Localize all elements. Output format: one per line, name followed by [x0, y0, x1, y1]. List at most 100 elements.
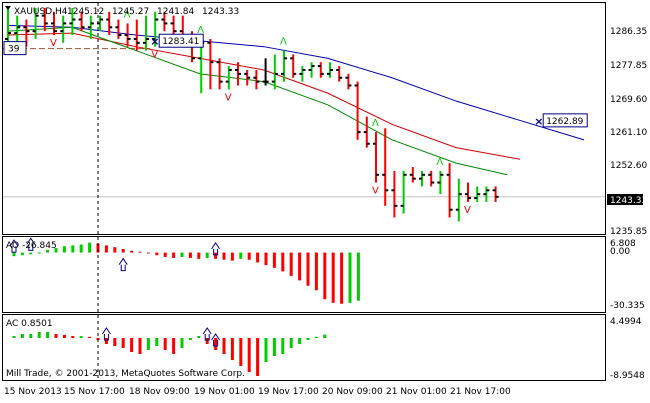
- ao-arrow-icon: [26, 237, 36, 251]
- ohlc-bar: [143, 15, 149, 51]
- price-tick: 1252.60: [610, 161, 647, 171]
- ma-blue-line: [7, 24, 585, 141]
- ohlc-bar: [124, 23, 131, 47]
- ohlc-bar: [299, 66, 306, 82]
- ohlc-high: 1245.27: [112, 7, 149, 17]
- ohlc-bar: [235, 62, 241, 86]
- time-label: 20 Nov 09:00: [322, 387, 383, 397]
- ohlc-low: 1241.84: [157, 7, 194, 17]
- ac-arrow-icon: [211, 333, 221, 347]
- ohlc-bar: [354, 81, 361, 140]
- price-header: XAUUSD,H4 1245.12 1245.27 1241.84 1243.3…: [5, 6, 239, 17]
- ao-pane[interactable]: [2, 236, 606, 313]
- ohlc-bar: [78, 11, 85, 32]
- ohlc-bar: [391, 170, 398, 218]
- ohlc-bar: [382, 128, 389, 206]
- ohlc-bar: [244, 69, 251, 86]
- ohlc-bar: [69, 7, 76, 36]
- ohlc-bar: [170, 15, 177, 36]
- ohlc-bar: [492, 186, 499, 202]
- ohlc-bar: [207, 38, 214, 90]
- ohlc-bar: [281, 50, 287, 82]
- price-tick: 1277.85: [610, 61, 647, 71]
- ohlc-bar: [60, 15, 67, 43]
- cross-marker-icon: ×: [150, 35, 159, 48]
- ohlc-bar: [51, 11, 57, 36]
- ao-axis: 6.808 0.00 -30.335: [610, 239, 645, 311]
- ao-tick: -30.335: [610, 301, 645, 311]
- price-axis: 1286.35 1277.85 1269.60 1261.10 1252.60 …: [607, 27, 647, 237]
- collapse-arrow-icon[interactable]: [5, 6, 11, 10]
- price-pane[interactable]: [2, 2, 606, 235]
- fractal-up-icon: Λ: [436, 157, 443, 168]
- ao-tick: 6.808: [610, 239, 636, 249]
- time-label: 19 Nov 01:00: [194, 387, 255, 397]
- time-label: 18 Nov 09:00: [129, 387, 190, 397]
- fractal-down-icon: V: [464, 205, 471, 216]
- price-label-box: [542, 113, 588, 128]
- ac-axis: 4.4994 -8.9548: [610, 317, 645, 381]
- ohlc-bar: [437, 170, 444, 195]
- ac-title: AC 0.8501: [6, 319, 53, 329]
- ohlc-bar: [115, 19, 122, 39]
- ohlc-bar: [409, 167, 416, 183]
- ohlc-bar: [262, 58, 269, 86]
- ohlc-bar: [336, 66, 343, 82]
- time-label: 15 Nov 17:00: [64, 387, 125, 397]
- current-price-marker: [607, 194, 643, 205]
- ohlc-bar: [152, 11, 159, 47]
- ohlc-bar: [87, 15, 94, 39]
- price-tick: 1286.35: [610, 27, 647, 37]
- level-label-box: [3, 41, 27, 56]
- fractal-down-icon: V: [50, 38, 57, 49]
- fractal-up-icon: Λ: [372, 118, 379, 129]
- ohlc-bar: [474, 186, 481, 202]
- ohlc-bar: [363, 116, 370, 148]
- ohlc-bar: [428, 170, 435, 187]
- ohlc-bar: [446, 163, 453, 218]
- ohlc-bar: [327, 62, 333, 78]
- ohlc-bar: [133, 19, 140, 51]
- ao-arrow-icon: [211, 241, 221, 256]
- time-label: 21 Nov 01:00: [386, 387, 447, 397]
- ac-pane[interactable]: [2, 314, 606, 381]
- ohlc-bar: [419, 170, 425, 187]
- ohlc-bar: [271, 54, 278, 90]
- ohlc-bar: [106, 11, 113, 36]
- symbol-title: XAUUSD,H4: [14, 7, 68, 17]
- price-tick: 1269.60: [610, 95, 647, 105]
- ohlc-bar: [400, 170, 407, 214]
- ao-arrow-icon: [118, 257, 128, 272]
- current-price-label: 1243.33: [610, 196, 647, 206]
- ohlc-bar: [290, 54, 297, 78]
- fractal-up-icon: Λ: [124, 9, 131, 20]
- ao-tick: 0.00: [610, 247, 630, 257]
- ohlc-bar: [455, 178, 462, 222]
- ohlc-bar: [345, 73, 352, 90]
- ac-arrow-icon: [202, 327, 212, 341]
- price-label-box: [158, 33, 204, 48]
- price-label-text: 1283.41: [162, 37, 199, 47]
- ac-arrow-icon: [101, 327, 111, 341]
- ohlc-bar: [465, 182, 471, 202]
- ohlc-close: 1243.33: [202, 7, 239, 17]
- ohlc-bar: [14, 15, 21, 43]
- fractal-up-icon: Λ: [280, 37, 287, 48]
- price-tick: 1235.85: [610, 227, 647, 237]
- ohlc-bar: [483, 186, 490, 202]
- time-label: 19 Nov 17:00: [258, 387, 319, 397]
- ohlc-bar: [32, 7, 39, 39]
- ac-tick: -8.9548: [610, 371, 645, 381]
- ohlc-bar: [161, 11, 168, 32]
- ohlc-bar: [373, 132, 379, 183]
- ohlc-bar: [216, 58, 223, 90]
- ohlc-bar: [308, 62, 315, 78]
- price-label-text: 1262.89: [546, 117, 583, 127]
- ao-title: AO -26.845: [6, 241, 57, 251]
- ohlc-bar: [225, 66, 232, 90]
- copyright-text: Mill Trade, © 2001-2013, MetaQuotes Soft…: [6, 369, 245, 379]
- fractal-up-icon: Λ: [197, 25, 204, 36]
- fractal-down-icon: V: [372, 186, 379, 197]
